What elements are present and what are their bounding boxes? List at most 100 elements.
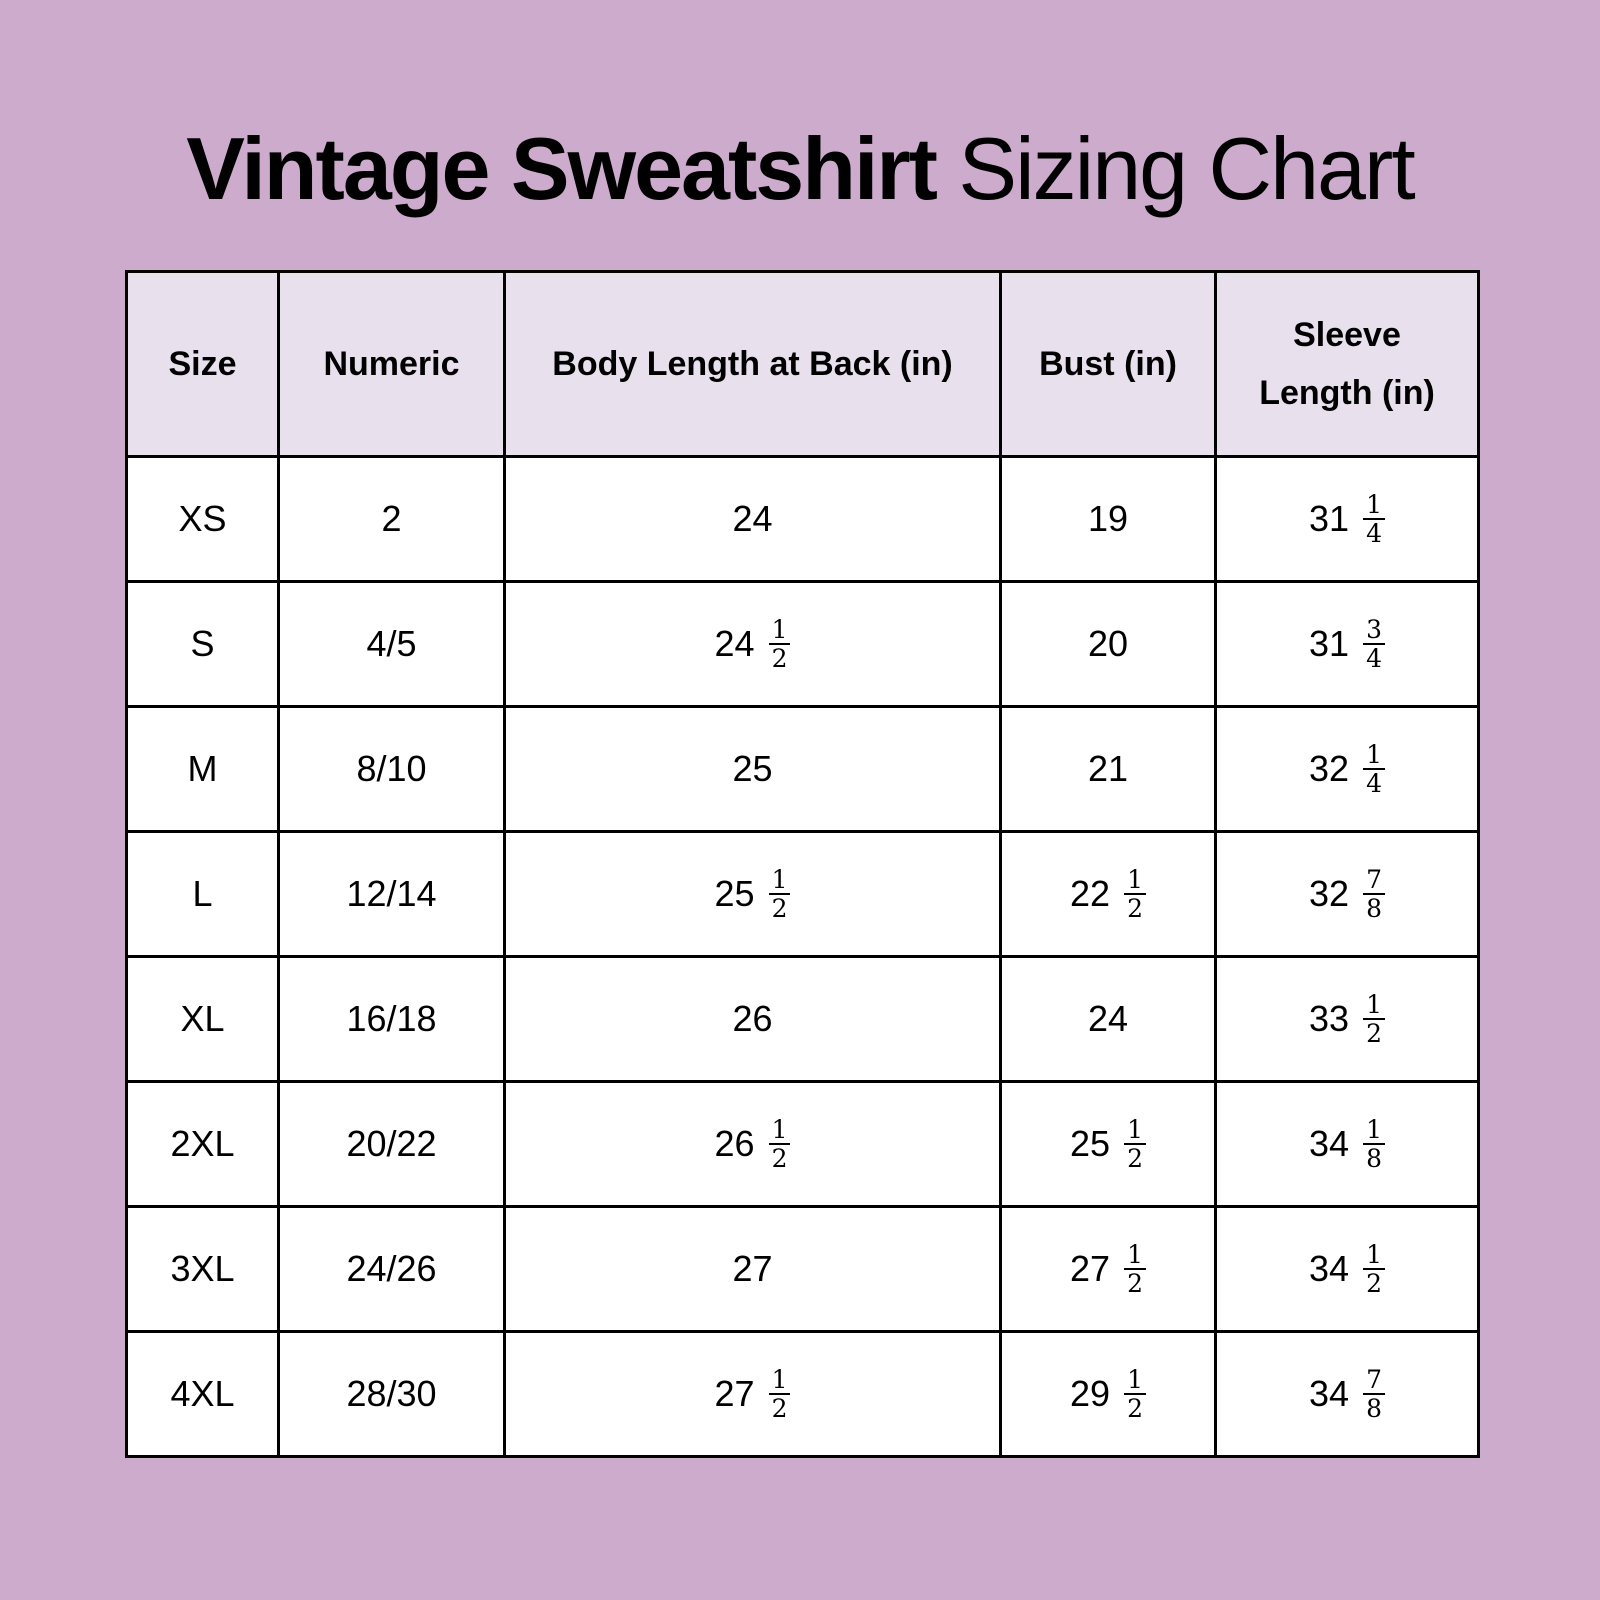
cell-value: 25 1 2	[1070, 1116, 1146, 1172]
cell-sleeve-length: 34 1 8	[1214, 1080, 1480, 1208]
fraction-numerator: 3	[1363, 616, 1385, 645]
fraction-denominator: 2	[1127, 1144, 1143, 1173]
cell-value: 29 1 2	[1070, 1366, 1146, 1422]
cell-numeric: 2	[277, 455, 506, 583]
whole-value: 31	[1309, 498, 1350, 539]
fraction-numerator: 7	[1363, 1366, 1385, 1395]
cell-bust: 20	[999, 580, 1217, 708]
table-row: L 12/14 25 1 2 22 1 2 32 7 8	[125, 830, 1480, 958]
cell-numeric: 8/10	[277, 705, 506, 833]
cell-bust: 21	[999, 705, 1217, 833]
fraction-denominator: 8	[1366, 1394, 1382, 1423]
cell-value: 22 1 2	[1070, 866, 1146, 922]
cell-bust: 29 1 2	[999, 1330, 1217, 1458]
cell-sleeve-length: 32 7 8	[1214, 830, 1480, 958]
cell-value: 12/14	[346, 873, 436, 915]
cell-value: 20/22	[346, 1123, 436, 1165]
whole-value: 34	[1309, 1248, 1350, 1289]
cell-value: 25	[732, 748, 772, 790]
header-sleeve-length-text: Sleeve Length (in)	[1259, 316, 1435, 412]
cell-bust: 25 1 2	[999, 1080, 1217, 1208]
cell-size: 4XL	[125, 1330, 280, 1458]
cell-sleeve-length: 31 3 4	[1214, 580, 1480, 708]
cell-value: 2	[381, 498, 401, 540]
cell-sleeve-length: 33 1 2	[1214, 955, 1480, 1083]
cell-value: 21	[1088, 748, 1128, 790]
cell-value: 25 1 2	[715, 866, 791, 922]
cell-value: 24/26	[346, 1248, 436, 1290]
whole-value: 12/14	[346, 873, 437, 914]
cell-value: 26	[732, 998, 772, 1040]
whole-value: 25	[714, 873, 755, 914]
fraction-denominator: 8	[1366, 1144, 1382, 1173]
whole-value: 27	[1070, 1248, 1111, 1289]
fraction-numerator: 1	[768, 1116, 791, 1145]
cell-size: 3XL	[125, 1205, 280, 1333]
cell-body-length: 24	[503, 455, 1002, 583]
fraction-numerator: 1	[1363, 741, 1385, 770]
cell-value: 28/30	[346, 1373, 436, 1415]
whole-value: 24/26	[346, 1248, 437, 1289]
cell-numeric: 16/18	[277, 955, 506, 1083]
whole-value: XS	[178, 498, 227, 539]
fraction-denominator: 4	[1366, 769, 1382, 798]
fraction-numerator: 1	[1363, 1116, 1385, 1145]
cell-sleeve-length: 34 7 8	[1214, 1330, 1480, 1458]
cell-size: 2XL	[125, 1080, 280, 1208]
fraction-denominator: 2	[771, 1394, 788, 1423]
cell-body-length: 27	[503, 1205, 1002, 1333]
cell-numeric: 20/22	[277, 1080, 506, 1208]
cell-value: 16/18	[346, 998, 436, 1040]
whole-value: 20/22	[346, 1123, 437, 1164]
cell-numeric: 24/26	[277, 1205, 506, 1333]
whole-value: 27	[714, 1373, 755, 1414]
cell-value: 27 1 2	[715, 1366, 791, 1422]
fraction-denominator: 4	[1366, 644, 1382, 673]
fraction-numerator: 1	[1124, 1241, 1146, 1270]
whole-value: S	[190, 623, 215, 664]
whole-value: 32	[1309, 873, 1350, 914]
whole-value: 2	[381, 498, 402, 539]
fraction-numerator: 1	[768, 1366, 791, 1395]
cell-value: 4XL	[170, 1373, 234, 1415]
whole-value: 28/30	[346, 1373, 437, 1414]
fraction-numerator: 1	[1363, 1241, 1385, 1270]
cell-size: S	[125, 580, 280, 708]
header-bust: Bust (in)	[999, 270, 1217, 458]
title-bold: Vintage Sweatshirt	[186, 119, 938, 218]
title-regular: Sizing Chart	[958, 119, 1415, 218]
cell-sleeve-length: 32 1 4	[1214, 705, 1480, 833]
fraction-numerator: 1	[1363, 491, 1385, 520]
table-row: XL 16/18 26 24 33 1 2	[125, 955, 1480, 1083]
whole-value: 26	[714, 1123, 755, 1164]
whole-value: 4XL	[170, 1373, 235, 1414]
cell-value: L	[192, 873, 212, 915]
fraction-numerator: 1	[1363, 991, 1385, 1020]
whole-value: 24	[1087, 998, 1129, 1039]
whole-value: 34	[1309, 1373, 1350, 1414]
cell-value: 27 1 2	[1070, 1241, 1146, 1297]
fraction-numerator: 1	[1124, 1116, 1146, 1145]
fraction-numerator: 1	[1124, 866, 1146, 895]
cell-body-length: 24 1 2	[503, 580, 1002, 708]
header-row: Size Numeric Body Length at Back (in) Bu…	[125, 270, 1480, 458]
whole-value: 27	[732, 1248, 773, 1289]
cell-value: 24	[732, 498, 772, 540]
cell-value: 34 1 8	[1309, 1116, 1385, 1172]
cell-numeric: 4/5	[277, 580, 506, 708]
cell-sleeve-length: 31 1 4	[1214, 455, 1480, 583]
whole-value: 2XL	[170, 1123, 235, 1164]
header-size: Size	[125, 270, 280, 458]
cell-bust: 24	[999, 955, 1217, 1083]
fraction-denominator: 2	[771, 644, 788, 673]
cell-numeric: 28/30	[277, 1330, 506, 1458]
cell-value: 24 1 2	[715, 616, 791, 672]
cell-value: 34 7 8	[1309, 1366, 1385, 1422]
